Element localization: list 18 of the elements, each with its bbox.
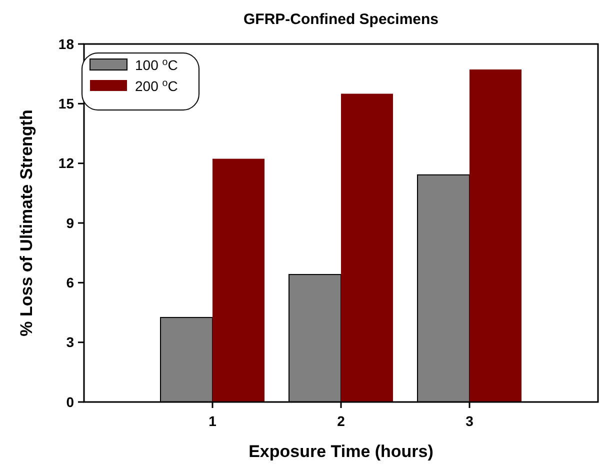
x-tick-label: 1 [208,413,217,429]
y-tick-label: 6 [66,274,74,291]
legend-label: 200 $^{o}$C [135,78,178,94]
y-tick-label: 3 [66,334,74,350]
chart-title: GFRP-Confined Specimens [243,11,439,28]
x-tick-label: 3 [466,413,474,429]
bar [341,94,393,402]
x-axis-title: Exposure Time (hours) [248,442,434,461]
bar [212,158,264,402]
legend-label: 100 $^{o}$C [135,56,178,73]
bar [470,69,522,402]
y-tick-label: 18 [58,36,74,52]
y-tick-label: 9 [66,214,74,231]
y-tick-label: 12 [58,155,74,172]
y-tick-label: 15 [58,96,74,112]
y-axis-title: % Loss of Ultimate Strength [17,110,36,336]
x-tick-label: 2 [337,413,346,429]
y-tick-label: 0 [66,394,74,410]
